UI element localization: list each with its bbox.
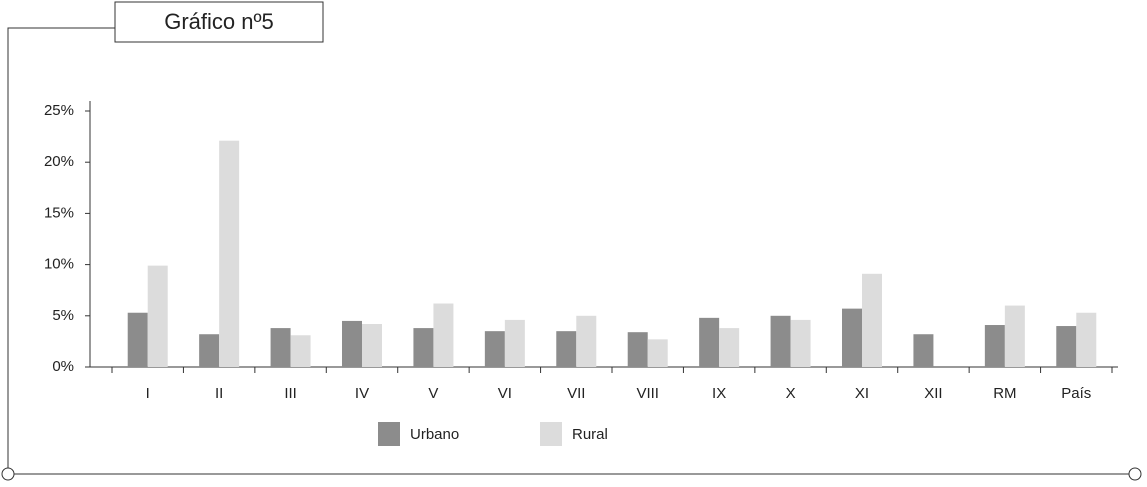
legend-label: Rural [572,426,608,443]
legend-swatch [378,422,400,446]
chart-title: Gráfico nº5 [164,9,274,34]
bar [556,331,577,367]
frame-end [1,467,15,481]
x-tick-label: V [428,385,438,402]
bar [199,334,220,367]
y-tick-label: 25% [44,102,74,119]
bar [290,335,311,367]
bar [270,328,291,367]
y-tick-label: 10% [44,256,74,273]
bar [433,303,454,367]
bar [862,273,882,367]
x-tick-label: IX [712,385,726,402]
bar [413,328,434,367]
x-tick-label: VIII [636,385,659,402]
bar [719,328,740,367]
y-tick-label: 15% [44,204,74,221]
bar [1076,312,1097,367]
x-tick-label: RM [993,385,1016,402]
frame-end [1128,467,1142,481]
bar [984,325,1005,367]
bar [842,308,862,367]
x-tick-label: I [146,385,150,402]
bar [484,331,505,367]
bar [1056,326,1077,367]
bar [342,320,362,367]
bar [1004,305,1025,367]
y-tick-label: 0% [52,358,74,375]
bar [127,312,148,367]
bar [647,339,668,367]
x-tick-label: VI [498,385,512,402]
bar [147,265,168,367]
legend-swatch [540,422,562,446]
y-tick-label: 20% [44,153,74,170]
x-tick-label: XII [924,385,942,402]
x-tick-label: IV [355,385,369,402]
x-tick-label: X [786,385,796,402]
bar [627,332,648,367]
x-tick-label: VII [567,385,585,402]
bar [913,334,934,367]
bar [362,323,382,367]
x-tick-label: País [1061,385,1091,402]
bar [576,315,597,367]
bar [790,319,811,367]
x-tick-label: II [215,385,223,402]
bar [770,315,791,367]
y-tick-label: 5% [52,307,74,324]
bar [504,319,525,367]
title-box [114,1,324,43]
bar [699,317,720,367]
legend-label: Urbano [410,426,459,443]
bar [219,140,240,367]
x-tick-label: XI [855,385,869,402]
x-tick-label: III [284,385,297,402]
frame-line [7,27,1133,475]
